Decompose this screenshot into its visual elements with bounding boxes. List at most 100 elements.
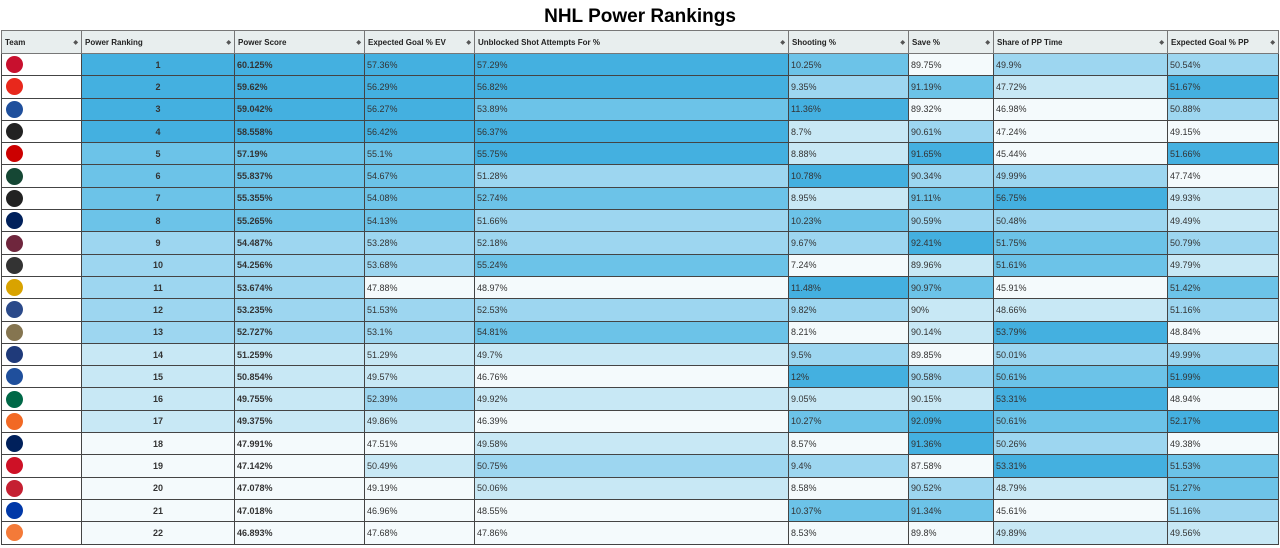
xg-ev-cell: 47.68%: [364, 521, 475, 545]
los-angeles-kings-logo-icon: [6, 256, 23, 274]
sh-cell: 8.95%: [788, 186, 909, 211]
column-header-power-score[interactable]: Power Score ◆: [234, 30, 365, 54]
column-header-unblocked-shot-attempts-for-[interactable]: Unblocked Shot Attempts For % ◆: [474, 30, 789, 54]
usaf-cell: 50.75%: [474, 454, 789, 478]
team-cell: [1, 476, 82, 500]
sv-cell: 90.14%: [908, 320, 994, 344]
usaf-cell: 46.39%: [474, 409, 789, 434]
sort-icon[interactable]: ◆: [1270, 40, 1275, 46]
sh-cell: 8.57%: [788, 432, 909, 456]
xg-ev-cell: 47.51%: [364, 432, 475, 456]
vegas-golden-knights-logo-icon: [6, 323, 23, 341]
xg-ev-cell: 56.42%: [364, 119, 475, 144]
pittsburgh-penguins-logo-icon: [6, 189, 23, 207]
sort-icon[interactable]: ◆: [226, 40, 231, 46]
rank-cell: 1: [81, 52, 235, 77]
score-cell: 59.62%: [234, 75, 365, 99]
column-label: Team: [5, 37, 26, 47]
score-cell: 55.355%: [234, 186, 365, 211]
sh-cell: 7.24%: [788, 253, 909, 277]
sh-cell: 8.88%: [788, 142, 909, 166]
sh-cell: 9.4%: [788, 454, 909, 478]
calgary-flames-logo-icon: [6, 78, 23, 96]
new-york-rangers-logo-icon: [6, 502, 23, 520]
score-cell: 47.078%: [234, 476, 365, 500]
usaf-cell: 52.53%: [474, 298, 789, 322]
anaheim-ducks-logo-icon: [6, 524, 23, 542]
xg-ev-cell: 52.39%: [364, 387, 475, 411]
xg-ev-cell: 51.53%: [364, 298, 475, 322]
column-header-team[interactable]: Team ◆: [1, 30, 82, 54]
team-cell: [1, 97, 82, 121]
score-cell: 49.755%: [234, 387, 365, 411]
team-cell: [1, 209, 82, 233]
usaf-cell: 57.29%: [474, 52, 789, 77]
sh-cell: 12%: [788, 365, 909, 389]
sh-cell: 11.36%: [788, 97, 909, 121]
team-cell: [1, 275, 82, 300]
xg-pp-cell: 49.99%: [1167, 342, 1279, 367]
boston-bruins-logo-icon: [6, 123, 23, 141]
score-cell: 47.991%: [234, 432, 365, 456]
sv-cell: 91.19%: [908, 75, 994, 99]
xg-pp-cell: 49.38%: [1167, 432, 1279, 456]
pp-cell: 46.98%: [993, 97, 1168, 121]
score-cell: 55.265%: [234, 209, 365, 233]
nashville-predators-logo-icon: [6, 279, 23, 297]
pp-cell: 45.61%: [993, 498, 1168, 523]
column-header-shooting-[interactable]: Shooting % ◆: [788, 30, 909, 54]
column-header-save-[interactable]: Save % ◆: [908, 30, 994, 54]
score-cell: 54.256%: [234, 253, 365, 277]
column-label: Expected Goal % PP: [1171, 37, 1249, 47]
sort-icon[interactable]: ◆: [73, 40, 78, 46]
sh-cell: 10.78%: [788, 164, 909, 188]
rank-cell: 6: [81, 164, 235, 188]
table-row: 17 49.375% 49.86% 46.39% 10.27% 92.09% 50.61% 5…: [1, 409, 1279, 434]
rank-cell: 19: [81, 454, 235, 478]
column-header-expected-goal-ev[interactable]: Expected Goal % EV ◆: [364, 30, 475, 54]
score-cell: 59.042%: [234, 97, 365, 121]
usaf-cell: 48.97%: [474, 275, 789, 300]
column-header-share-of-pp-time[interactable]: Share of PP Time ◆: [993, 30, 1168, 54]
sv-cell: 89.96%: [908, 253, 994, 277]
table-row: 3 59.042% 56.27% 53.89% 11.36% 89.32% 46.98% 50…: [1, 97, 1279, 121]
rank-cell: 16: [81, 387, 235, 411]
sv-cell: 89.8%: [908, 521, 994, 545]
score-cell: 53.674%: [234, 275, 365, 300]
sort-icon[interactable]: ◆: [356, 40, 361, 46]
xg-pp-cell: 51.42%: [1167, 275, 1279, 300]
table-row: 1 60.125% 57.36% 57.29% 10.25% 89.75% 49.9% 50.…: [1, 52, 1279, 77]
sv-cell: 90.58%: [908, 365, 994, 389]
xg-pp-cell: 49.49%: [1167, 209, 1279, 233]
sh-cell: 10.37%: [788, 498, 909, 523]
sv-cell: 91.65%: [908, 142, 994, 166]
xg-pp-cell: 51.16%: [1167, 298, 1279, 322]
sort-icon[interactable]: ◆: [1159, 40, 1164, 46]
xg-ev-cell: 53.28%: [364, 231, 475, 255]
sort-icon[interactable]: ◆: [985, 40, 990, 46]
sv-cell: 91.36%: [908, 432, 994, 456]
team-cell: [1, 119, 82, 144]
score-cell: 55.837%: [234, 164, 365, 188]
sort-icon[interactable]: ◆: [900, 40, 905, 46]
score-cell: 52.727%: [234, 320, 365, 344]
table-row: 22 46.893% 47.68% 47.86% 8.53% 89.8% 49.89% 49.…: [1, 521, 1279, 545]
column-header-power-ranking[interactable]: Power Ranking ◆: [81, 30, 235, 54]
sort-icon[interactable]: ◆: [780, 40, 785, 46]
table-row: 19 47.142% 50.49% 50.75% 9.4% 87.58% 53.31% 51.…: [1, 454, 1279, 478]
usaf-cell: 49.7%: [474, 342, 789, 367]
team-cell: [1, 164, 82, 188]
ottawa-senators-logo-icon: [6, 479, 23, 497]
rankings-table: Team ◆ Power Ranking ◆ Power Score ◆ Expected …: [1, 30, 1279, 545]
xg-pp-cell: 51.66%: [1167, 142, 1279, 166]
column-header-expected-goal-pp[interactable]: Expected Goal % PP ◆: [1167, 30, 1279, 54]
sv-cell: 90.34%: [908, 164, 994, 188]
sort-icon[interactable]: ◆: [466, 40, 471, 46]
usaf-cell: 53.89%: [474, 97, 789, 121]
colorado-avalanche-logo-icon: [6, 234, 23, 252]
usaf-cell: 47.86%: [474, 521, 789, 545]
usaf-cell: 52.18%: [474, 231, 789, 255]
score-cell: 50.854%: [234, 365, 365, 389]
usaf-cell: 56.37%: [474, 119, 789, 144]
xg-ev-cell: 53.68%: [364, 253, 475, 277]
